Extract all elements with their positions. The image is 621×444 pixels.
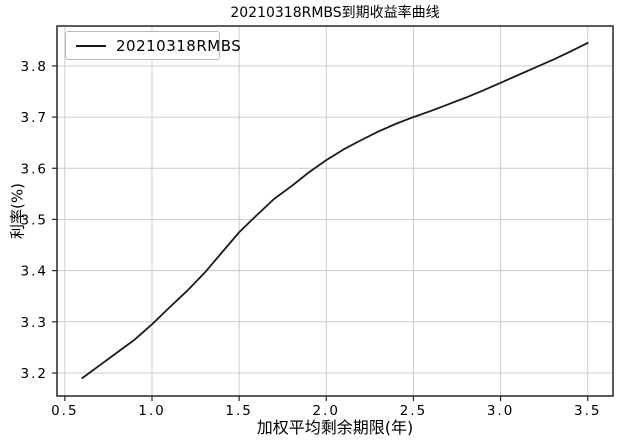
y-axis-label: 利率(%) xyxy=(8,183,27,239)
x-axis-label: 加权平均剩余期限(年) xyxy=(256,418,414,437)
legend-line-sample-icon xyxy=(76,44,106,47)
x-tick-label: 1.5 xyxy=(225,403,252,419)
x-tick-label: 0.5 xyxy=(51,403,78,419)
x-tick-label: 3.0 xyxy=(487,403,514,419)
legend-label: 20210318RMBS xyxy=(116,36,242,55)
y-tick-label: 3.5 xyxy=(21,212,48,228)
y-tick-label: 3.8 xyxy=(21,59,48,75)
x-tick-label: 3.5 xyxy=(574,403,601,419)
chart-title: 20210318RMBS到期收益率曲线 xyxy=(230,5,440,21)
plot-border xyxy=(56,25,614,397)
y-tick-label: 3.2 xyxy=(21,366,48,382)
x-tick-label: 2.5 xyxy=(400,403,427,419)
x-tick-label: 2.0 xyxy=(313,403,340,419)
y-tick-label: 3.3 xyxy=(21,315,48,331)
x-tick-label: 1.0 xyxy=(138,403,165,419)
legend: 20210318RMBS xyxy=(65,31,241,60)
y-tick-label: 3.6 xyxy=(21,161,48,177)
series-line xyxy=(81,41,589,379)
y-tick-label: 3.7 xyxy=(21,110,48,126)
y-tick-label: 3.4 xyxy=(21,264,48,280)
